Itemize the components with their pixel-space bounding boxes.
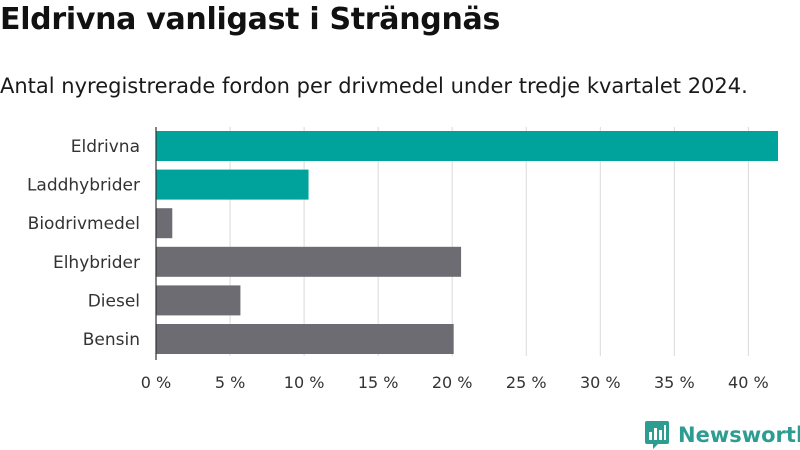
x-tick-label: 30 % [580, 373, 621, 392]
x-tick-label: 25 % [506, 373, 547, 392]
bar [156, 285, 241, 316]
x-tick-label: 10 % [284, 373, 325, 392]
x-tick-label: 5 % [215, 373, 245, 392]
category-label: Eldrivna [71, 137, 140, 157]
newsworthy-logo-text: Newsworthy [678, 423, 800, 447]
x-tick-label: 0 % [141, 373, 171, 392]
category-label: Diesel [88, 291, 140, 311]
x-tick-label: 40 % [728, 373, 769, 392]
newsworthy-logo-icon [645, 421, 669, 449]
x-tick-label: 20 % [432, 373, 473, 392]
chart-subtitle: Antal nyregistrerade fordon per drivmede… [0, 74, 748, 98]
bar [156, 208, 173, 239]
category-label: Laddhybrider [27, 176, 140, 196]
bar [156, 169, 309, 200]
x-tick-label: 15 % [358, 373, 399, 392]
bar [156, 324, 454, 354]
newsworthy-logo: Newsworthy [644, 420, 800, 450]
bar-chart: 0 % 5 % 10 % 15 % 20 % 25 % 30 % 35 % 40 % Eldriv… [27, 127, 778, 392]
category-label: Bensin [83, 330, 140, 350]
x-tick-label: 35 % [654, 373, 695, 392]
bar [156, 246, 462, 277]
category-label: Biodrivmedel [28, 214, 140, 234]
category-label: Elhybrider [53, 253, 140, 273]
chart-title: Eldrivna vanligast i Strängnäs [0, 2, 501, 37]
bar [156, 131, 778, 161]
